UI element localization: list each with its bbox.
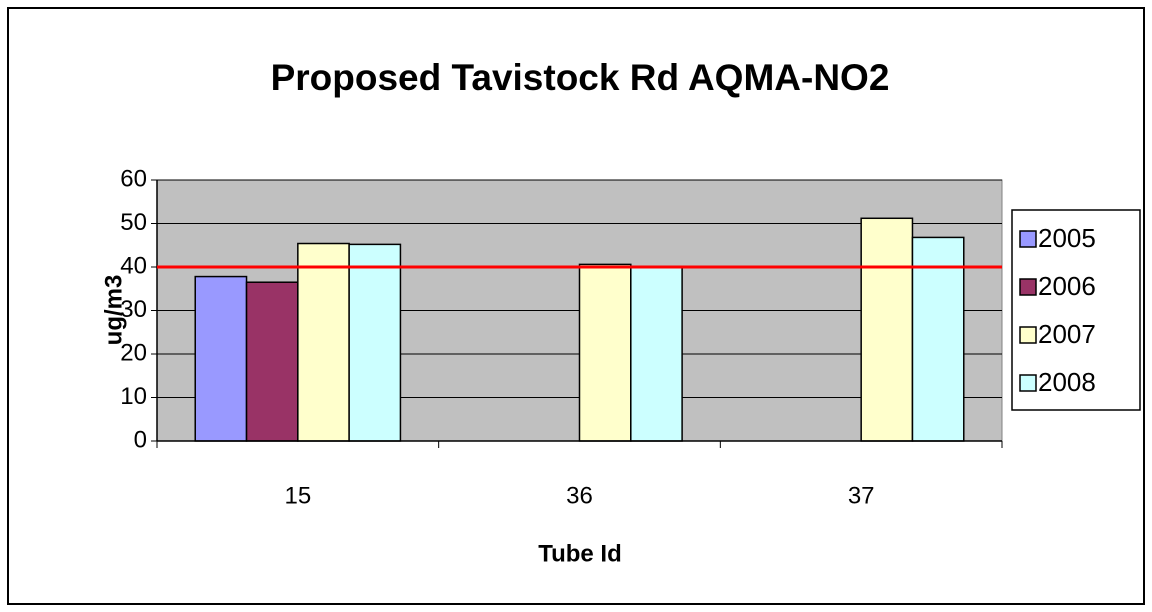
bar (297, 242, 350, 442)
legend-label: 2008 (1038, 367, 1096, 397)
x-tick-label: 15 (284, 482, 311, 509)
y-tick-label: 10 (120, 383, 147, 410)
bar (860, 217, 914, 442)
x-tick-label: 36 (566, 482, 593, 509)
y-tick-label: 40 (120, 252, 147, 279)
y-tick-label: 0 (134, 426, 147, 453)
bar (245, 281, 299, 442)
bar (194, 275, 248, 442)
legend-label: 2006 (1038, 271, 1096, 301)
legend-swatch (1019, 374, 1037, 392)
y-tick-label: 60 (120, 165, 147, 192)
legend-label: 2005 (1038, 223, 1096, 253)
legend-swatch (1019, 230, 1037, 248)
y-tick-label: 30 (120, 296, 147, 323)
bar (348, 243, 402, 442)
legend-swatch (1019, 326, 1037, 344)
y-tick-label: 20 (120, 339, 147, 366)
y-axis-label: ug/m3 (100, 275, 127, 346)
chart-title: Proposed Tavistock Rd AQMA-NO2 (271, 57, 890, 98)
x-tick-label: 37 (848, 482, 875, 509)
y-tick-label: 50 (120, 209, 147, 236)
bar (578, 263, 632, 442)
x-axis-label: Tube Id (538, 540, 622, 567)
legend-label: 2007 (1038, 319, 1096, 349)
legend-swatch (1019, 278, 1037, 296)
bar (911, 236, 965, 442)
bar (630, 266, 683, 442)
